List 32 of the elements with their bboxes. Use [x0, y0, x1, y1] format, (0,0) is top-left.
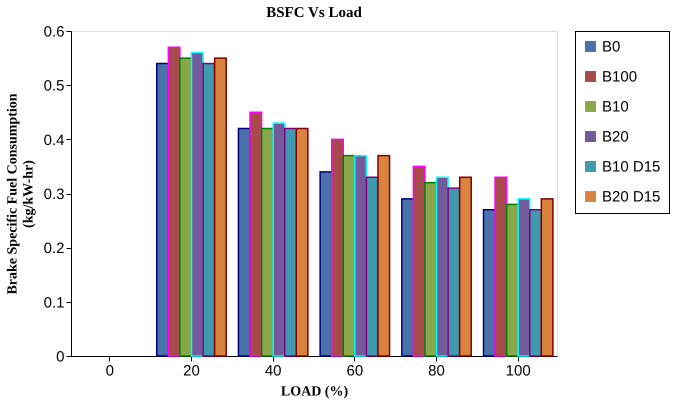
- x-tick-label: 20: [183, 362, 200, 380]
- x-tick-label: 100: [506, 362, 531, 380]
- legend-label: B20 D15: [602, 188, 660, 206]
- bar: [296, 128, 309, 357]
- y-tick-label: 0.6: [44, 24, 64, 40]
- x-tick-label: 80: [428, 362, 445, 380]
- y-tick-label: 0.4: [44, 132, 64, 149]
- legend-label: B100: [602, 68, 638, 86]
- chart-title: BSFC Vs Load: [266, 5, 362, 21]
- bar: [458, 176, 472, 357]
- bar: [214, 57, 227, 357]
- y-tick-label: 0.2: [44, 240, 64, 258]
- y-axis-title: Brake Specific Fuel Consumption (kg/kW-hr): [6, 93, 37, 295]
- legend-label: B20: [602, 128, 629, 146]
- x-tick-label: 60: [346, 362, 364, 380]
- y-tick-label: 0.5: [44, 78, 64, 95]
- bar: [238, 128, 251, 357]
- x-tick-label: 40: [264, 362, 282, 380]
- x-axis-title: LOAD (%): [280, 384, 348, 400]
- bar: [424, 182, 438, 357]
- bar: [540, 198, 554, 357]
- y-tick-label: 0.3: [44, 186, 64, 203]
- bar: [482, 209, 496, 357]
- legend-label: B10 D15: [602, 158, 660, 176]
- bar: [377, 154, 390, 357]
- legend-label: B10: [602, 98, 629, 116]
- bar: [190, 52, 204, 357]
- legend-label: B0: [602, 38, 620, 56]
- bar: [494, 176, 508, 357]
- y-tick-label: 0.1: [44, 294, 64, 312]
- x-tick-label: 0: [106, 362, 114, 380]
- y-tick-label: 0: [56, 348, 64, 366]
